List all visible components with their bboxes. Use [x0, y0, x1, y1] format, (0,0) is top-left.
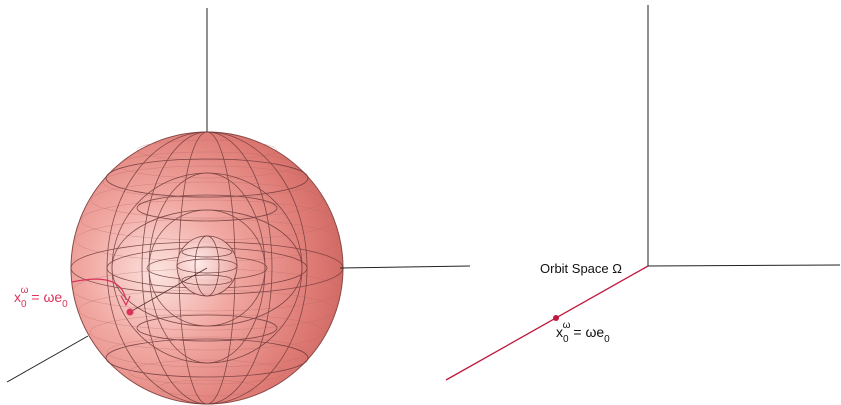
x-axis [6, 335, 89, 383]
point-label: x0ω = ωe0 [14, 285, 68, 310]
orbit-ray [445, 265, 649, 381]
orbit-point-right [553, 315, 559, 321]
x-axis-inner [129, 267, 208, 313]
y-axis [339, 265, 471, 269]
orbit-point [126, 308, 134, 316]
label-arrow [71, 278, 127, 301]
orbit-y-axis [647, 264, 841, 267]
left-panel: x0ω = ωe0 [6, 8, 471, 405]
inner-sphere [176, 235, 238, 297]
space-label: Orbit Space Ω [540, 261, 622, 276]
point-label-right: x0ω = ωe0 [556, 320, 610, 345]
right-panel: Orbit Space Ω x0ω = ωe0 [445, 5, 841, 381]
